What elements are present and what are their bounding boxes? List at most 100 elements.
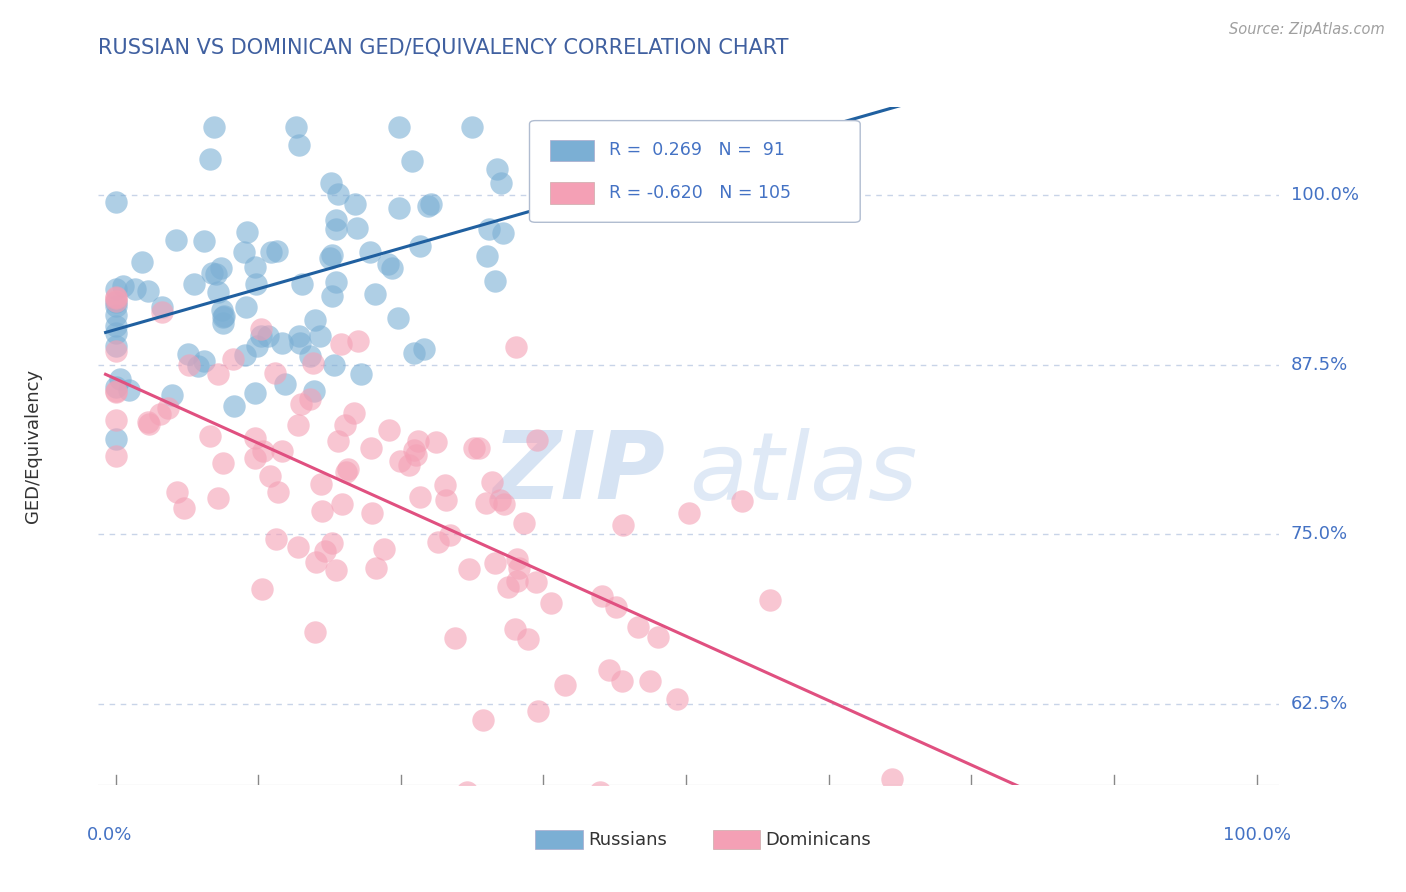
Point (388, 201, 411, 215)
Point (288, 335, 311, 350)
Point (325, 275, 347, 289)
Point (638, 674, 661, 689)
Point (350, 367, 373, 381)
Point (290, 397, 312, 411)
Point (416, 199, 439, 213)
Point (222, 400, 245, 414)
Point (404, 443, 426, 458)
Point (527, 704, 550, 718)
Point (150, 305, 173, 319)
Point (524, 575, 547, 590)
Bar (550, 139, 595, 161)
Point (425, 434, 447, 449)
Point (328, 434, 350, 448)
Point (513, 516, 536, 530)
Point (325, 222, 347, 236)
Point (138, 417, 160, 432)
Point (409, 491, 432, 505)
Point (207, 368, 229, 382)
Point (475, 495, 498, 509)
Point (243, 260, 266, 274)
Point (610, 673, 633, 688)
Text: GED/Equivalency: GED/Equivalency (24, 369, 42, 523)
Point (486, 162, 509, 177)
Point (252, 444, 274, 458)
Point (458, 562, 481, 576)
Point (259, 469, 281, 483)
Point (118, 384, 141, 398)
Point (666, 692, 689, 706)
Point (405, 448, 427, 462)
Point (209, 260, 232, 275)
Point (183, 277, 205, 291)
Point (136, 284, 159, 298)
Point (388, 120, 411, 135)
Point (304, 313, 326, 327)
Point (207, 285, 229, 300)
Point (434, 478, 457, 492)
Point (461, 120, 484, 135)
Point (540, 596, 562, 610)
Point (287, 417, 309, 432)
Point (177, 358, 200, 372)
Point (508, 561, 530, 575)
Point (554, 678, 576, 692)
Point (605, 599, 627, 614)
Point (302, 384, 325, 398)
Point (235, 348, 257, 362)
Point (347, 334, 370, 348)
Point (343, 406, 366, 420)
Point (211, 456, 233, 470)
Point (434, 492, 457, 507)
Point (505, 340, 527, 354)
Point (243, 450, 266, 465)
Text: 100.0%: 100.0% (1291, 186, 1358, 204)
Text: ZIP: ZIP (492, 427, 665, 519)
Text: 100.0%: 100.0% (1223, 826, 1291, 844)
Point (157, 401, 180, 415)
Bar (536, 830, 582, 849)
Point (319, 252, 342, 266)
Point (204, 267, 226, 281)
Point (245, 277, 267, 291)
FancyBboxPatch shape (530, 120, 860, 222)
Point (298, 392, 321, 406)
Point (506, 551, 529, 566)
Point (211, 302, 233, 317)
Point (104, 326, 127, 341)
Point (401, 153, 423, 168)
Point (309, 477, 332, 491)
Text: Dominicans: Dominicans (766, 830, 872, 849)
Point (249, 322, 271, 336)
Point (193, 353, 215, 368)
Point (505, 574, 527, 588)
Point (166, 484, 188, 499)
Point (409, 238, 432, 252)
Point (377, 256, 399, 270)
Point (489, 492, 512, 507)
Point (627, 620, 650, 634)
Point (526, 433, 548, 447)
Point (381, 260, 404, 275)
Point (311, 504, 333, 518)
Point (321, 536, 343, 550)
Point (235, 300, 257, 314)
Point (591, 589, 613, 603)
Point (243, 386, 266, 401)
Point (212, 310, 235, 325)
Point (364, 286, 387, 301)
Point (270, 335, 292, 350)
Point (472, 713, 495, 727)
Point (301, 356, 323, 370)
Point (678, 506, 700, 520)
Point (468, 441, 491, 455)
Point (335, 417, 357, 432)
Point (233, 245, 256, 260)
Point (328, 186, 350, 201)
Point (336, 461, 359, 475)
Point (288, 328, 311, 343)
Point (373, 541, 395, 556)
Text: Source: ZipAtlas.com: Source: ZipAtlas.com (1229, 22, 1385, 37)
Point (413, 342, 436, 356)
Point (503, 622, 526, 636)
